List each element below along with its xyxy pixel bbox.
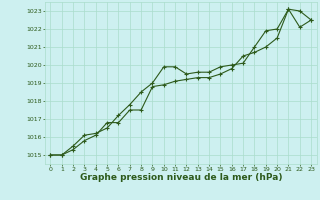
X-axis label: Graphe pression niveau de la mer (hPa): Graphe pression niveau de la mer (hPa) xyxy=(80,173,282,182)
